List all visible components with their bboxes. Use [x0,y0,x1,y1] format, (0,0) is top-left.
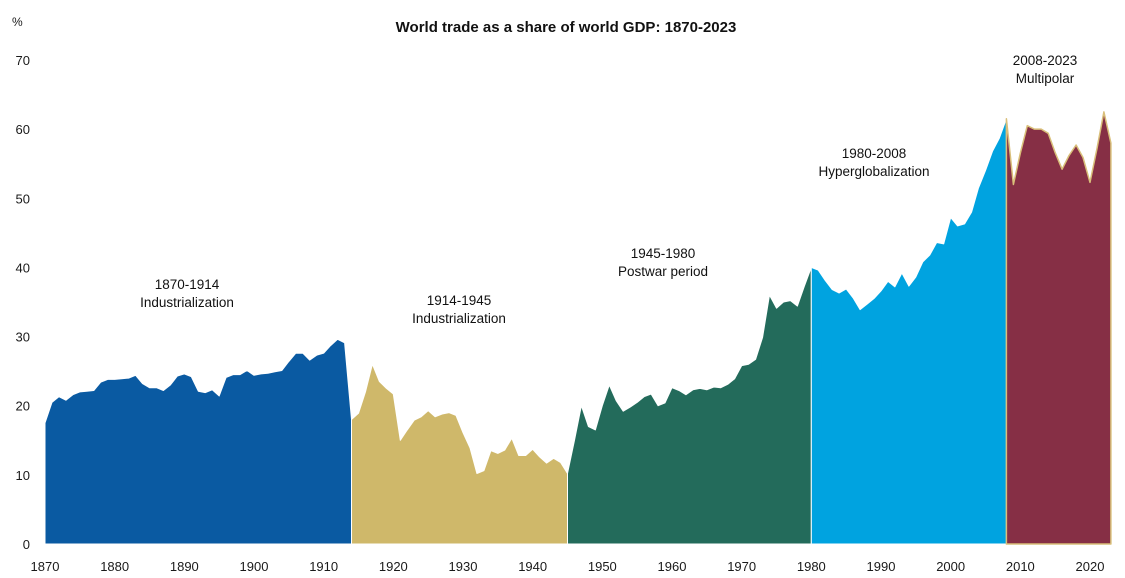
x-tick-label: 1920 [379,559,408,574]
period-name: Industrialization [412,311,506,326]
y-tick-label: 50 [16,191,30,206]
period-label: 2008-2023 [1013,53,1078,68]
x-tick-label: 1890 [170,559,199,574]
x-tick-label: 1960 [658,559,687,574]
chart-title: World trade as a share of world GDP: 187… [396,19,737,36]
period-label: 1945-1980 [631,246,696,261]
areas [44,111,1112,545]
period-name: Postwar period [618,264,708,279]
x-tick-label: 1950 [588,559,617,574]
x-tick-label: 2020 [1076,559,1105,574]
y-tick-label: 20 [16,399,30,414]
x-tick-label: 2000 [936,559,965,574]
y-tick-labels: 0 10 20 30 40 50 60 70 [16,53,30,552]
y-tick-label: 0 [23,537,30,552]
y-axis-unit: % [12,15,23,29]
x-tick-label: 1980 [797,559,826,574]
area-period-1914-1945 [351,363,568,545]
period-name: Industrialization [140,295,234,310]
x-tick-label: 1930 [449,559,478,574]
x-tick-labels: 1870 1880 1890 1900 1910 1920 1930 1940 1950 1960… [31,559,1105,574]
x-tick-label: 1900 [240,559,269,574]
area-period-2008-2023 [1005,111,1112,545]
x-tick-label: 1870 [31,559,60,574]
period-label: 1870-1914 [155,277,220,292]
y-tick-label: 40 [16,260,30,275]
y-tick-label: 10 [16,468,30,483]
period-annotations: 1870-1914 Industrialization 1914-1945 Indus… [140,53,1077,326]
y-tick-label: 70 [16,53,30,68]
x-tick-label: 1910 [309,559,338,574]
y-tick-label: 30 [16,330,30,345]
x-tick-label: 1940 [518,559,547,574]
x-tick-label: 2010 [1006,559,1035,574]
period-name: Hyperglobalization [818,164,929,179]
area-period-1945-1980 [567,266,812,545]
x-tick-label: 1880 [100,559,129,574]
period-name: Multipolar [1016,71,1075,86]
x-tick-label: 1970 [727,559,756,574]
area-period-1870-1914 [44,338,352,545]
period-label: 1914-1945 [427,293,492,308]
period-label: 1980-2008 [842,146,907,161]
area-period-1980-2008 [810,118,1007,545]
y-tick-label: 60 [16,122,30,137]
x-tick-label: 1990 [867,559,896,574]
